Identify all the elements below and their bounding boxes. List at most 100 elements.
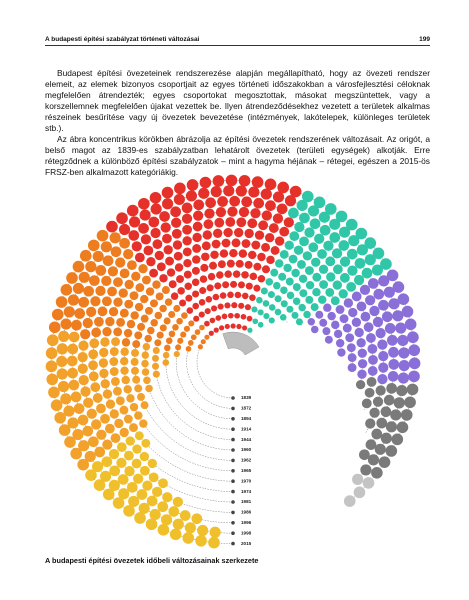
- zone-dot: [164, 344, 171, 352]
- zone-dot: [173, 251, 183, 261]
- zone-dot: [385, 421, 398, 433]
- zone-dot: [78, 440, 90, 452]
- zone-dot: [106, 220, 118, 233]
- zone-dot: [244, 304, 251, 311]
- zone-dot: [204, 320, 210, 327]
- zone-dot: [162, 492, 173, 503]
- zone-dot: [80, 386, 91, 397]
- zone-dot: [219, 249, 229, 258]
- zone-dot: [397, 334, 409, 347]
- zone-dot: [99, 347, 109, 358]
- zone-dot: [338, 226, 351, 238]
- zone-dot: [217, 303, 224, 310]
- zone-dot: [244, 260, 253, 269]
- zone-dot: [137, 322, 146, 331]
- zone-dot: [156, 331, 164, 339]
- zone-dot: [314, 233, 325, 244]
- zone-dot: [224, 323, 230, 330]
- zone-dot: [66, 272, 78, 284]
- zone-dot: [367, 366, 378, 376]
- zone-dot: [274, 308, 282, 316]
- zone-dot: [216, 271, 224, 279]
- zone-dot: [93, 479, 106, 491]
- zone-dot: [311, 257, 321, 267]
- zone-dot: [253, 262, 262, 271]
- year-label: 1981: [241, 499, 252, 504]
- zone-dot: [132, 375, 141, 384]
- zone-dot: [197, 344, 203, 350]
- zone-dot: [174, 182, 186, 195]
- zone-dot: [129, 291, 139, 301]
- zone-dot: [277, 181, 290, 194]
- zone-dot: [372, 247, 385, 260]
- year-marker: [231, 396, 235, 400]
- zone-dot: [251, 306, 258, 313]
- zone-dot: [128, 495, 140, 508]
- year-marker: [231, 417, 235, 421]
- year-label: 1894: [241, 416, 252, 421]
- zone-dot: [372, 316, 384, 328]
- zone-dot: [226, 259, 235, 268]
- zone-dot: [58, 424, 71, 436]
- year-label: 1974: [241, 489, 252, 494]
- zone-dot: [204, 208, 215, 219]
- zone-dot: [56, 343, 68, 355]
- zone-dot: [307, 318, 316, 326]
- zone-dot: [309, 218, 321, 230]
- zone-dot: [172, 324, 179, 331]
- zone-dot: [177, 287, 185, 295]
- zone-dot: [339, 272, 350, 283]
- zone-dot: [123, 450, 134, 461]
- zone-dot: [273, 281, 281, 290]
- zone-dot: [232, 270, 241, 278]
- zone-dot: [148, 472, 159, 483]
- zone-dot: [279, 226, 290, 237]
- zone-dot: [139, 465, 150, 476]
- zone-dot: [235, 185, 247, 197]
- zone-dot: [115, 396, 125, 406]
- zone-dot: [109, 409, 119, 419]
- zone-dot: [85, 261, 97, 273]
- zone-dot: [168, 506, 180, 517]
- zone-dot: [51, 308, 64, 321]
- zone-dot: [163, 317, 171, 325]
- zone-dot: [408, 344, 421, 357]
- zone-dot: [149, 508, 161, 521]
- zone-dot: [367, 278, 379, 289]
- zone-dot: [157, 501, 169, 513]
- zone-dot: [221, 313, 228, 320]
- zone-dot: [170, 206, 182, 218]
- zone-dot: [322, 327, 331, 336]
- zone-dot: [138, 222, 149, 234]
- zone-dot: [335, 210, 348, 223]
- zone-dot: [223, 227, 233, 238]
- zone-dot: [292, 283, 301, 292]
- zone-dot: [280, 286, 288, 294]
- zone-dot: [67, 343, 79, 355]
- zone-dot: [146, 495, 158, 507]
- zone-dot: [99, 470, 112, 482]
- zone-dot: [339, 256, 351, 267]
- page-header: A budapesti építési szabályzat történeti…: [45, 36, 430, 46]
- zone-dot: [152, 280, 161, 289]
- zone-dot: [353, 274, 365, 286]
- zone-dot: [374, 443, 386, 455]
- zone-dot: [174, 263, 184, 272]
- zone-dot: [141, 351, 150, 359]
- zone-dot: [398, 347, 410, 359]
- zone-dot: [86, 408, 97, 419]
- zone-dot: [139, 209, 151, 221]
- zone-dot: [234, 312, 240, 319]
- zone-dot: [378, 456, 391, 468]
- zone-dot: [77, 414, 89, 426]
- zone-dot: [102, 439, 113, 450]
- zone-dot: [351, 317, 362, 328]
- zone-dot: [354, 257, 366, 269]
- zone-dot: [213, 228, 223, 238]
- zone-dot: [140, 234, 152, 245]
- zone-dot: [145, 287, 155, 296]
- zone-dot: [383, 394, 395, 406]
- zone-dot: [346, 343, 356, 353]
- zone-dot: [192, 290, 200, 298]
- zone-dot: [136, 489, 148, 500]
